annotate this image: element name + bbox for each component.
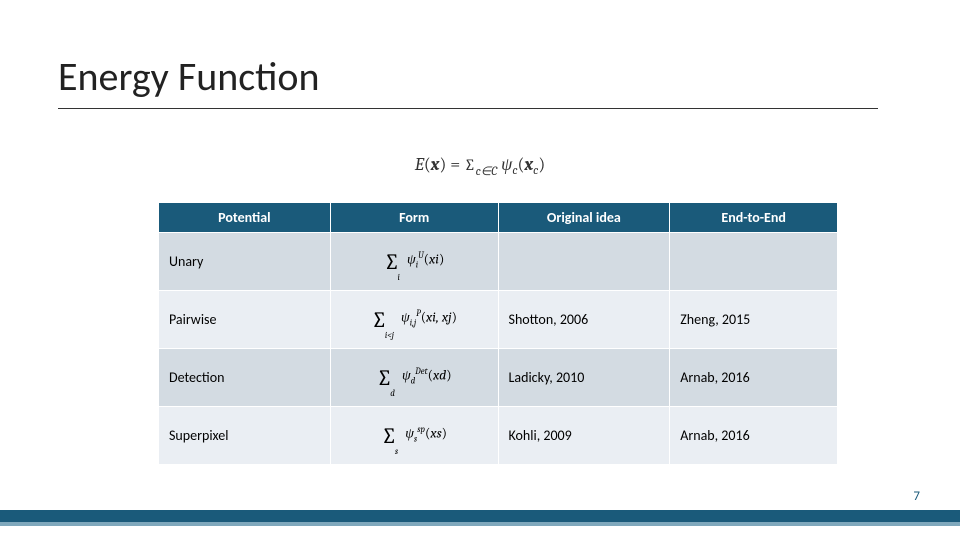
cell-potential: Detection	[159, 349, 331, 407]
slide-title: Energy Function	[58, 52, 320, 101]
title-underline	[58, 108, 878, 109]
cell-end	[670, 233, 838, 291]
col-header-original: Original idea	[498, 203, 670, 233]
cell-form: ∑d ψdDet(xd)	[330, 349, 498, 407]
cell-original: Ladicky, 2010	[498, 349, 670, 407]
cell-original	[498, 233, 670, 291]
potentials-table: Potential Form Original idea End-to-End …	[158, 202, 838, 465]
table-row: Superpixel ∑s ψssp(xs) Kohli, 2009 Arnab…	[159, 407, 838, 465]
table-header-row: Potential Form Original idea End-to-End	[159, 203, 838, 233]
table-row: Unary ∑i ψiU(xi)	[159, 233, 838, 291]
table-row: Detection ∑d ψdDet(xd) Ladicky, 2010 Arn…	[159, 349, 838, 407]
col-header-end: End-to-End	[670, 203, 838, 233]
footer-bar-dark	[0, 510, 960, 522]
cell-end: Arnab, 2016	[670, 407, 838, 465]
energy-equation: E(x) = ∑c∈C ψc(xc)	[415, 154, 545, 175]
cell-potential: Unary	[159, 233, 331, 291]
cell-original: Shotton, 2006	[498, 291, 670, 349]
col-header-form: Form	[330, 203, 498, 233]
page-number: 7	[913, 489, 920, 504]
footer-bar-light	[0, 522, 960, 526]
cell-form: ∑s ψssp(xs)	[330, 407, 498, 465]
cell-original: Kohli, 2009	[498, 407, 670, 465]
table-row: Pairwise ∑i<j ψi,jP(xi, xj) Shotton, 200…	[159, 291, 838, 349]
cell-form: ∑i ψiU(xi)	[330, 233, 498, 291]
cell-end: Zheng, 2015	[670, 291, 838, 349]
cell-end: Arnab, 2016	[670, 349, 838, 407]
cell-potential: Pairwise	[159, 291, 331, 349]
col-header-potential: Potential	[159, 203, 331, 233]
cell-potential: Superpixel	[159, 407, 331, 465]
cell-form: ∑i<j ψi,jP(xi, xj)	[330, 291, 498, 349]
